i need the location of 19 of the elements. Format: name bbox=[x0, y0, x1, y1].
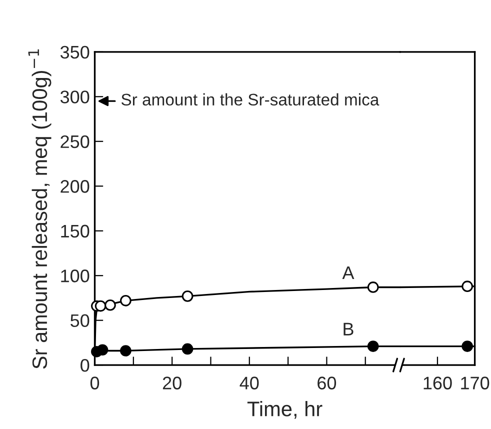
x-tick-label: 160 bbox=[424, 376, 452, 390]
y-tick-label: 350 bbox=[60, 46, 90, 59]
y-tick-label: 250 bbox=[60, 135, 90, 148]
x-tick-label: 60 bbox=[318, 376, 336, 390]
x-tick-label: 20 bbox=[162, 376, 182, 390]
annotation: Sr amount in the Sr-saturated mica bbox=[121, 93, 380, 106]
y-tick-label: 100 bbox=[61, 270, 90, 282]
y-tick-label: 50 bbox=[70, 314, 90, 328]
x-tick-label: 40 bbox=[240, 376, 259, 390]
y-axis-title: Sr amount released, meq (100g)$^{−1}$ bbox=[28, 49, 52, 369]
y-tick-label: 0 bbox=[80, 359, 90, 372]
x-tick-label: 0 bbox=[90, 376, 100, 390]
y-tick-label: 300 bbox=[60, 90, 90, 104]
annotation: A bbox=[342, 266, 354, 279]
y-tick-label: 200 bbox=[60, 180, 90, 193]
x-axis-title: Time, hr bbox=[247, 401, 322, 419]
annotation: B bbox=[344, 322, 354, 336]
x-tick-label: 170 bbox=[461, 376, 490, 390]
y-tick-label: 150 bbox=[61, 224, 90, 238]
